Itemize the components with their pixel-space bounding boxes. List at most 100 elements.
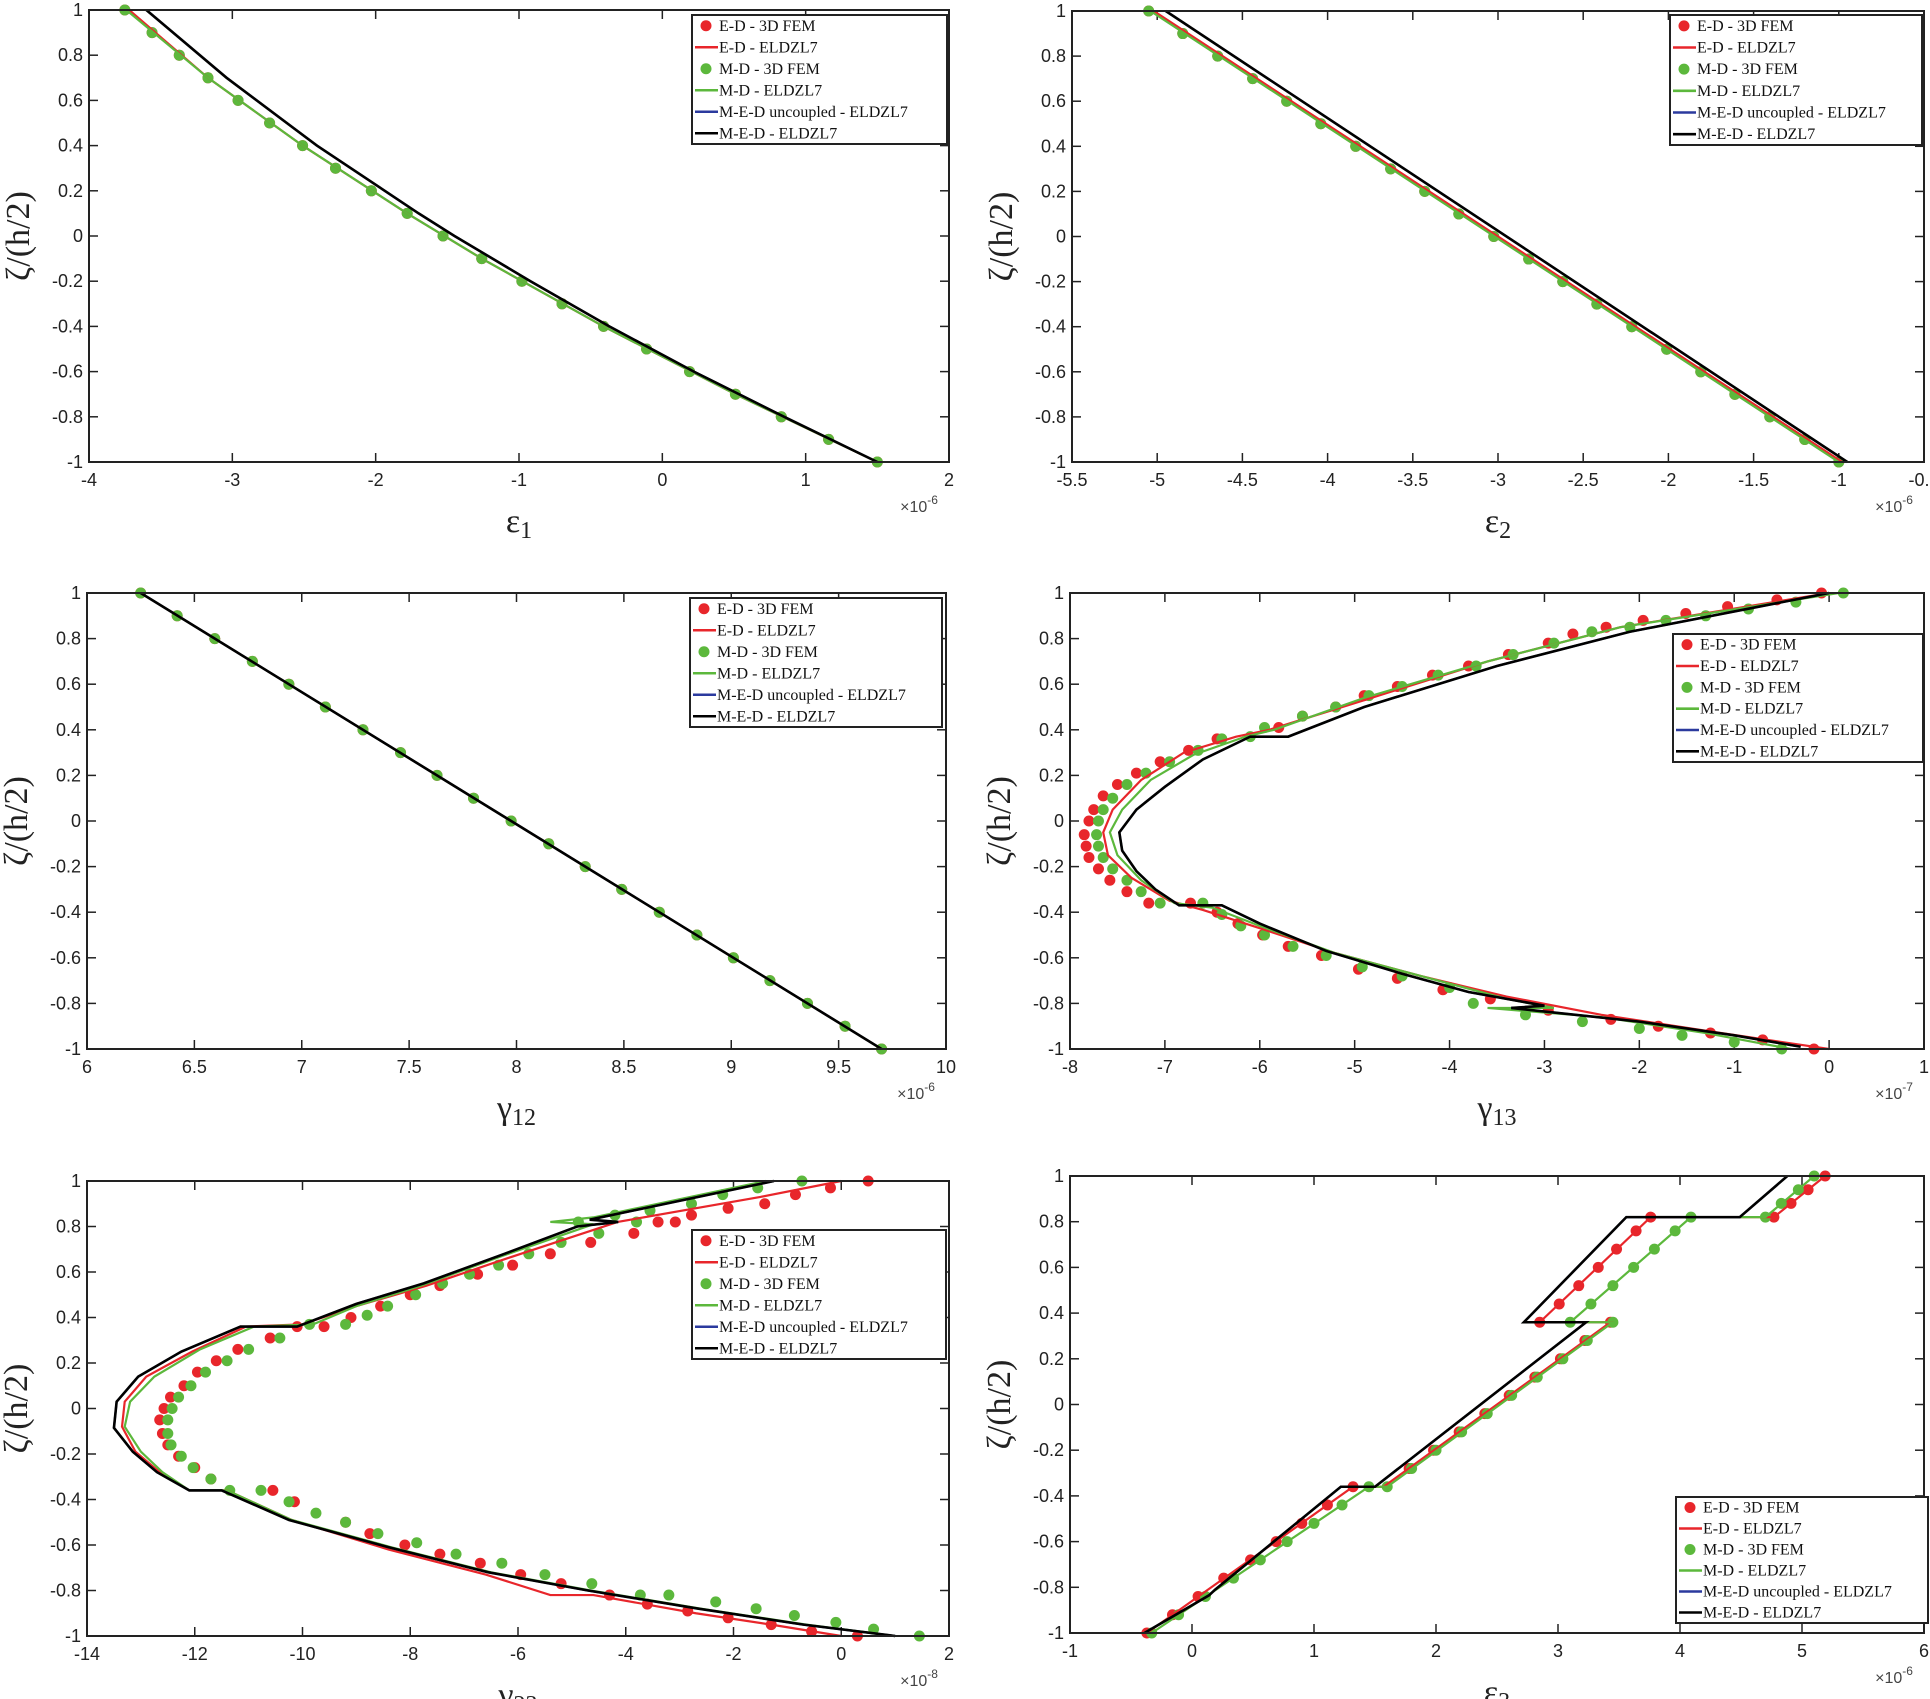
data-point bbox=[472, 1268, 484, 1280]
legend-label: E-D - ELDZL7 bbox=[1697, 40, 1796, 57]
x-tick-label: 4 bbox=[1675, 1641, 1685, 1661]
data-point bbox=[1083, 851, 1095, 863]
x-tick-label: 0 bbox=[1187, 1641, 1197, 1661]
legend: E-D - 3D FEM E-D - ELDZL7 M-D - 3D FEM M-D … bbox=[689, 597, 943, 728]
legend-marker-icon bbox=[1684, 1544, 1696, 1555]
y-axis-label: ζ/(h/2) bbox=[0, 1364, 35, 1454]
data-point bbox=[669, 1216, 681, 1228]
y-tick-label: -0.6 bbox=[50, 1535, 81, 1555]
x-tick-label: -5.5 bbox=[1056, 470, 1087, 490]
data-point bbox=[267, 1484, 279, 1496]
y-tick-label: -0.2 bbox=[1035, 272, 1066, 292]
x-axis-subscript: 1 bbox=[520, 518, 532, 544]
data-point bbox=[1287, 940, 1299, 952]
data-point bbox=[824, 1182, 836, 1194]
x-tick-label: 6 bbox=[82, 1057, 92, 1077]
x-tick-label: 9.5 bbox=[826, 1057, 851, 1077]
legend-label: M-D - ELDZL7 bbox=[1700, 701, 1803, 718]
data-point bbox=[205, 1473, 217, 1485]
legend: E-D - 3D FEM E-D - ELDZL7 M-D - 3D FEM M-D … bbox=[1672, 633, 1924, 763]
chart-panel-5: -14 -12 -10 -8 -6 -4 -2 0 2 -1 -0.8 -0.6 -0.4 -0.2 0 0.… bbox=[0, 1171, 954, 1699]
y-tick-label: -1 bbox=[65, 1039, 81, 1059]
y-tick-label: 0.2 bbox=[1039, 765, 1064, 785]
x-tick-label: -1 bbox=[1831, 470, 1847, 490]
y-tick-label: 0 bbox=[73, 226, 83, 246]
x-axis-label: ε1 bbox=[506, 503, 532, 544]
data-point bbox=[450, 1548, 462, 1560]
data-point bbox=[1088, 804, 1100, 816]
x-tick-label: -3.5 bbox=[1397, 470, 1428, 490]
x-tick-label: -5 bbox=[1149, 470, 1165, 490]
legend-label: M-D - 3D FEM bbox=[717, 644, 818, 661]
y-tick-label: 0.4 bbox=[1039, 1303, 1064, 1323]
data-point bbox=[187, 1462, 199, 1474]
data-point bbox=[318, 1321, 330, 1333]
x-tick-label: 2 bbox=[944, 1644, 954, 1664]
plot-area bbox=[1143, 5, 1849, 468]
y-tick-label: 0 bbox=[1054, 1395, 1064, 1415]
data-point bbox=[1080, 840, 1092, 852]
x-tick-label: 5 bbox=[1797, 1641, 1807, 1661]
x-tick-label: -4 bbox=[1442, 1057, 1458, 1077]
legend: E-D - 3D FEM E-D - ELDZL7 M-D - 3D FEM M-D … bbox=[691, 1229, 947, 1360]
x-tick-label: -2.5 bbox=[1568, 470, 1599, 490]
plot-area bbox=[119, 4, 883, 468]
legend-label: M-E-D - ELDZL7 bbox=[1697, 126, 1815, 143]
legend-label: E-D - ELDZL7 bbox=[1700, 658, 1799, 675]
axes-frame bbox=[1069, 592, 1925, 1050]
legend-label: M-E-D uncoupled - ELDZL7 bbox=[717, 687, 906, 704]
y-tick-label: 0 bbox=[1054, 811, 1064, 831]
y-tick-label: 0.6 bbox=[1041, 91, 1066, 111]
y-tick-label: -0.2 bbox=[52, 271, 83, 291]
x-tick-label: -5 bbox=[1347, 1057, 1363, 1077]
x-axis-subscript: 13 bbox=[1493, 1105, 1517, 1131]
x-tick-label: -4.5 bbox=[1227, 470, 1258, 490]
chart-panel-2: -5.5 -5 -4.5 -4 -3.5 -3 -2.5 -2 -1.5 -1 -0.5 -1 -0.8… bbox=[983, 1, 1930, 544]
data-point bbox=[1130, 767, 1142, 779]
data-point bbox=[1078, 829, 1090, 841]
x-axis-subscript: 12 bbox=[512, 1105, 536, 1131]
legend-label: M-D - 3D FEM bbox=[1700, 679, 1801, 696]
x-multiplier-exponent: -6 bbox=[924, 1080, 935, 1094]
y-tick-label: 0.2 bbox=[56, 765, 81, 785]
x-tick-label: 7.5 bbox=[397, 1057, 422, 1077]
plot-area bbox=[1141, 1170, 1831, 1639]
series-line-m-d-eldzl7 bbox=[1149, 10, 1840, 463]
axes-frame bbox=[86, 1180, 950, 1637]
y-tick-label: -0.2 bbox=[1033, 857, 1064, 877]
x-tick-label: -3 bbox=[1490, 470, 1506, 490]
x-tick-label: -8 bbox=[402, 1644, 418, 1664]
plot-area bbox=[1078, 587, 1849, 1055]
y-axis-label: ζ/(h/2) bbox=[0, 776, 35, 866]
x-tick-label: -2 bbox=[1631, 1057, 1647, 1077]
legend-label: E-D - 3D FEM bbox=[719, 18, 815, 35]
x-tick-label: -6 bbox=[1252, 1057, 1268, 1077]
series-line-e-d-eldzl7 bbox=[120, 1179, 842, 1638]
y-axis-label: ζ/(h/2) bbox=[981, 776, 1018, 866]
x-axis-subscript: 3 bbox=[1498, 1689, 1510, 1699]
y-tick-label: 0.8 bbox=[56, 1217, 81, 1237]
axes-frame bbox=[88, 9, 950, 463]
series-line-m-e-d-eldzl7 bbox=[1143, 1175, 1789, 1635]
x-tick-label: 1 bbox=[801, 470, 811, 490]
data-point bbox=[165, 1439, 177, 1451]
data-point bbox=[1097, 790, 1109, 802]
y-tick-label: -0.8 bbox=[52, 407, 83, 427]
x-multiplier: ×10-6 bbox=[1875, 1664, 1913, 1687]
x-multiplier-base: ×10 bbox=[900, 499, 927, 516]
data-point bbox=[1083, 815, 1095, 827]
y-tick-label: -0.4 bbox=[1033, 1486, 1064, 1506]
legend-marker-icon bbox=[1684, 1502, 1696, 1513]
legend-box bbox=[1669, 14, 1923, 146]
y-tick-label: -0.8 bbox=[1033, 1577, 1064, 1597]
data-point bbox=[1092, 815, 1104, 827]
x-tick-label: 2 bbox=[944, 470, 954, 490]
legend-box bbox=[1672, 633, 1924, 763]
x-tick-label: -8 bbox=[1062, 1057, 1078, 1077]
legend-label: M-E-D - ELDZL7 bbox=[717, 708, 835, 725]
y-tick-label: -0.2 bbox=[50, 857, 81, 877]
x-axis-label: γ23 bbox=[497, 1677, 537, 1699]
y-tick-label: 0 bbox=[71, 811, 81, 831]
y-tick-label: 1 bbox=[1054, 1166, 1064, 1186]
y-tick-label: 0.8 bbox=[1041, 46, 1066, 66]
